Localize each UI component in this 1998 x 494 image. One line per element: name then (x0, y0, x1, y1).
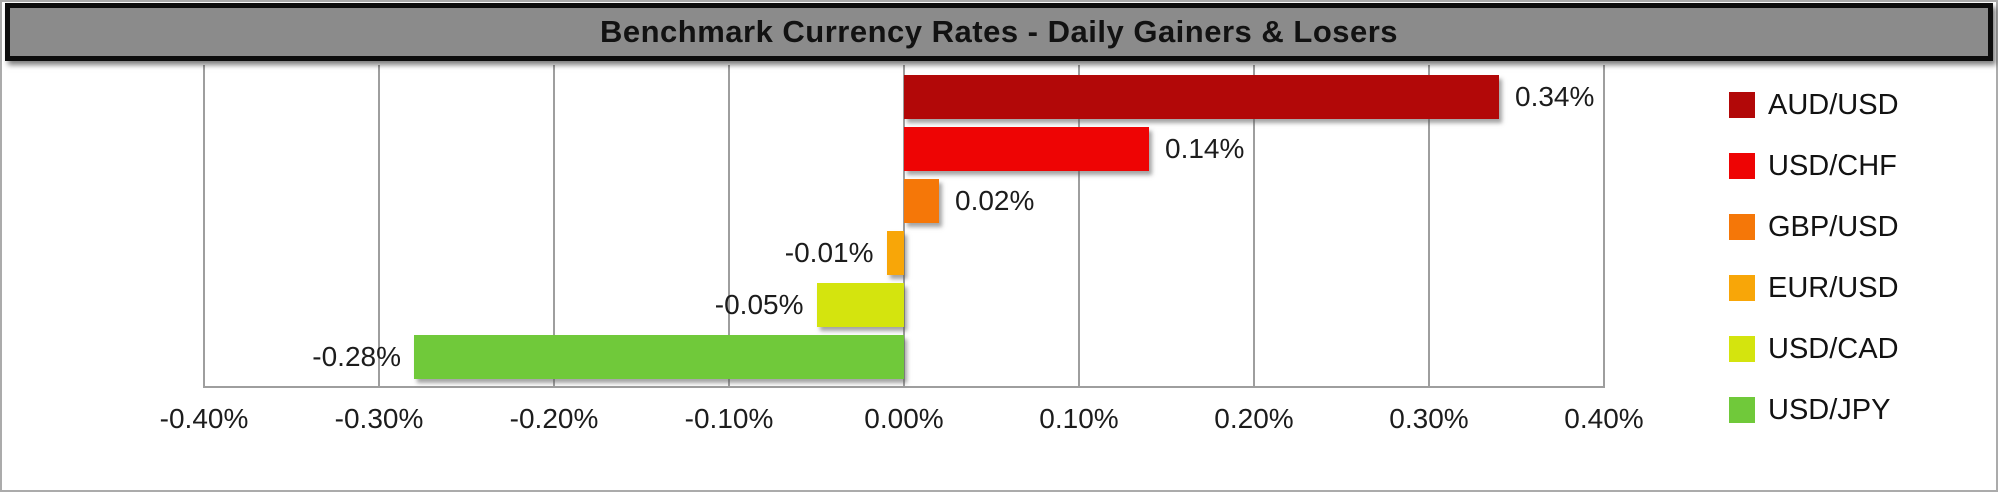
bar-usd-jpy (414, 335, 904, 379)
x-tick-label: 0.40% (1564, 403, 1644, 434)
legend-item-eur-usd: EUR/USD (1729, 271, 1899, 304)
gridline (378, 65, 380, 386)
x-tick-label: -0.10% (684, 403, 774, 434)
value-label: -0.01% (784, 237, 874, 268)
value-label: 0.14% (1165, 133, 1245, 164)
bar-usd-cad (816, 283, 904, 327)
legend-swatch-icon (1729, 336, 1755, 362)
legend-item-usd-cad: USD/CAD (1729, 332, 1899, 365)
value-label: -0.28% (312, 341, 401, 372)
legend-label: AUD/USD (1768, 88, 1899, 121)
chart-title-bar: Benchmark Currency Rates - Daily Gainers… (5, 3, 1993, 61)
x-tick-label: 0.30% (1389, 403, 1469, 434)
gridline (1603, 65, 1605, 386)
chart-legend: AUD/USD USD/CHF GBP/USD EUR/USD USD/CAD USD/J… (1729, 88, 1899, 456)
legend-label: GBP/USD (1768, 210, 1899, 243)
x-tick-label: -0.30% (334, 403, 424, 434)
bar-aud-usd (904, 75, 1499, 119)
legend-item-gbp-usd: GBP/USD (1729, 210, 1899, 243)
gridline (1428, 65, 1430, 386)
x-tick-label: 0.00% (864, 403, 944, 434)
legend-swatch-icon (1729, 153, 1755, 179)
legend-swatch-icon (1729, 275, 1755, 301)
legend-item-aud-usd: AUD/USD (1729, 88, 1899, 121)
legend-label: USD/JPY (1768, 393, 1891, 426)
chart-title: Benchmark Currency Rates - Daily Gainers… (599, 14, 1399, 49)
x-tick-label: -0.20% (509, 403, 599, 434)
bar-usd-chf (904, 127, 1149, 171)
gridline (903, 65, 905, 386)
bar-eur-usd (886, 231, 904, 275)
legend-item-usd-jpy: USD/JPY (1729, 393, 1899, 426)
value-label: 0.34% (1515, 81, 1595, 112)
value-label: -0.05% (714, 289, 804, 320)
x-tick-label: -0.40% (159, 403, 249, 434)
bar-gbp-usd (904, 179, 939, 223)
gridline (553, 65, 555, 386)
x-tick-label: 0.20% (1214, 403, 1294, 434)
gridline (1078, 65, 1080, 386)
x-axis-line (203, 386, 1605, 388)
legend-label: USD/CAD (1768, 332, 1899, 365)
legend-swatch-icon (1729, 397, 1755, 423)
legend-swatch-icon (1729, 92, 1755, 118)
legend-label: EUR/USD (1768, 271, 1899, 304)
value-label: 0.02% (955, 185, 1035, 216)
legend-item-usd-chf: USD/CHF (1729, 149, 1899, 182)
gridline (728, 65, 730, 386)
x-tick-label: 0.10% (1039, 403, 1119, 434)
gridline (203, 65, 205, 386)
gridline (1253, 65, 1255, 386)
legend-label: USD/CHF (1768, 149, 1897, 182)
legend-swatch-icon (1729, 214, 1755, 240)
